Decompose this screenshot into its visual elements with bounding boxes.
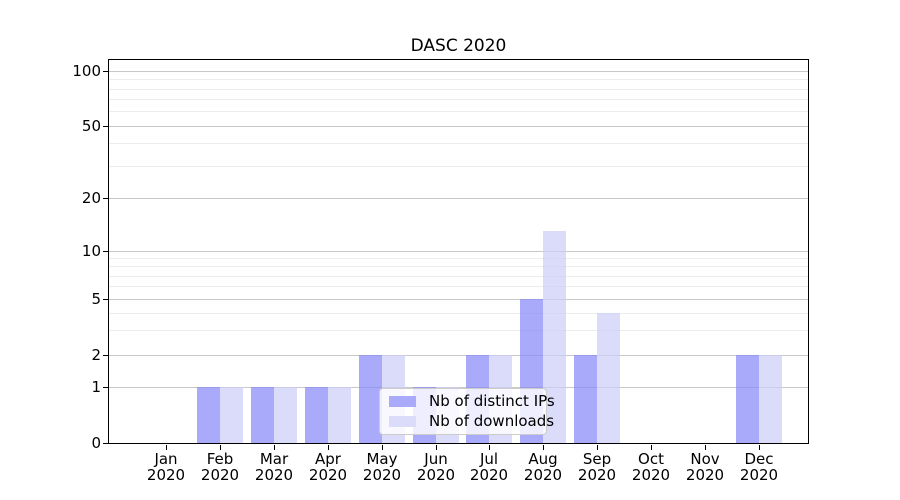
y-tick bbox=[103, 387, 109, 388]
y-tick-label: 10 bbox=[81, 242, 101, 260]
bar-downloads-mar bbox=[274, 387, 297, 443]
bar-distinct-ips-may bbox=[359, 355, 382, 443]
x-tick-label: Sep 2020 bbox=[577, 450, 617, 484]
plot-area bbox=[108, 59, 809, 444]
x-tick-label: Feb 2020 bbox=[200, 450, 240, 484]
gridline-minor bbox=[109, 79, 808, 80]
gridline-minor bbox=[109, 266, 808, 267]
x-tick-label: Jul 2020 bbox=[469, 450, 509, 484]
bar-downloads-feb bbox=[220, 387, 243, 443]
gridline-minor bbox=[109, 89, 808, 90]
y-tick-label: 50 bbox=[81, 117, 101, 135]
x-tick-label: Oct 2020 bbox=[631, 450, 671, 484]
gridline-minor bbox=[109, 330, 808, 331]
bar-distinct-ips-dec bbox=[736, 355, 759, 443]
x-tick-label: Aug 2020 bbox=[523, 450, 563, 484]
y-tick-label: 2 bbox=[91, 346, 101, 364]
bar-distinct-ips-apr bbox=[305, 387, 328, 443]
x-tick-label: Jun 2020 bbox=[416, 450, 456, 484]
gridline-minor bbox=[109, 99, 808, 100]
y-tick-label: 1 bbox=[91, 378, 101, 396]
x-tick-label: Nov 2020 bbox=[685, 450, 725, 484]
x-tick bbox=[543, 445, 544, 450]
y-tick bbox=[103, 443, 109, 444]
y-tick bbox=[103, 251, 109, 252]
gridline-minor bbox=[109, 313, 808, 314]
y-tick bbox=[103, 299, 109, 300]
gridline-minor bbox=[109, 166, 808, 167]
legend-label-downloads: Nb of downloads bbox=[429, 412, 555, 430]
x-tick bbox=[166, 445, 167, 450]
gridline-major bbox=[109, 126, 808, 127]
x-tick-label: Mar 2020 bbox=[254, 450, 294, 484]
legend-swatch-downloads bbox=[389, 416, 416, 427]
x-tick bbox=[489, 445, 490, 450]
chart-title: DASC 2020 bbox=[410, 36, 507, 56]
y-tick-label: 100 bbox=[72, 62, 101, 80]
y-tick bbox=[103, 355, 109, 356]
gridline-major bbox=[109, 71, 808, 72]
x-tick-label: Apr 2020 bbox=[308, 450, 348, 484]
x-tick bbox=[597, 445, 598, 450]
x-tick-label: Jan 2020 bbox=[146, 450, 186, 484]
y-tick-label: 0 bbox=[91, 434, 101, 452]
bar-distinct-ips-mar bbox=[251, 387, 274, 443]
legend: Nb of distinct IPs Nb of downloads bbox=[379, 388, 555, 435]
y-tick-label: 5 bbox=[91, 290, 101, 308]
x-tick bbox=[382, 445, 383, 450]
legend-swatch-distinct-ips bbox=[389, 396, 416, 407]
x-tick-label: Dec 2020 bbox=[739, 450, 779, 484]
gridline-major bbox=[109, 251, 808, 252]
gridline-major bbox=[109, 299, 808, 300]
gridline-major bbox=[109, 355, 808, 356]
x-tick bbox=[328, 445, 329, 450]
x-tick bbox=[705, 445, 706, 450]
x-tick bbox=[220, 445, 221, 450]
legend-item-downloads: Nb of downloads bbox=[389, 414, 554, 429]
x-tick bbox=[274, 445, 275, 450]
legend-label-distinct-ips: Nb of distinct IPs bbox=[429, 392, 555, 410]
bar-downloads-dec bbox=[759, 355, 782, 443]
gridline-minor bbox=[109, 286, 808, 287]
bar-downloads-apr bbox=[328, 387, 351, 443]
bar-distinct-ips-feb bbox=[197, 387, 220, 443]
y-tick-label: 20 bbox=[81, 189, 101, 207]
x-tick bbox=[436, 445, 437, 450]
y-tick bbox=[103, 198, 109, 199]
gridline-minor bbox=[109, 143, 808, 144]
bar-distinct-ips-sep bbox=[574, 355, 597, 443]
bar-downloads-aug bbox=[543, 231, 566, 443]
x-tick-label: May 2020 bbox=[362, 450, 402, 484]
gridline-minor bbox=[109, 258, 808, 259]
x-tick bbox=[759, 445, 760, 450]
bar-downloads-sep bbox=[597, 313, 620, 443]
legend-item-distinct-ips: Nb of distinct IPs bbox=[389, 394, 555, 409]
y-tick bbox=[103, 71, 109, 72]
gridline-major bbox=[109, 198, 808, 199]
y-tick bbox=[103, 126, 109, 127]
gridline-minor bbox=[109, 276, 808, 277]
x-tick bbox=[651, 445, 652, 450]
gridline-minor bbox=[109, 111, 808, 112]
